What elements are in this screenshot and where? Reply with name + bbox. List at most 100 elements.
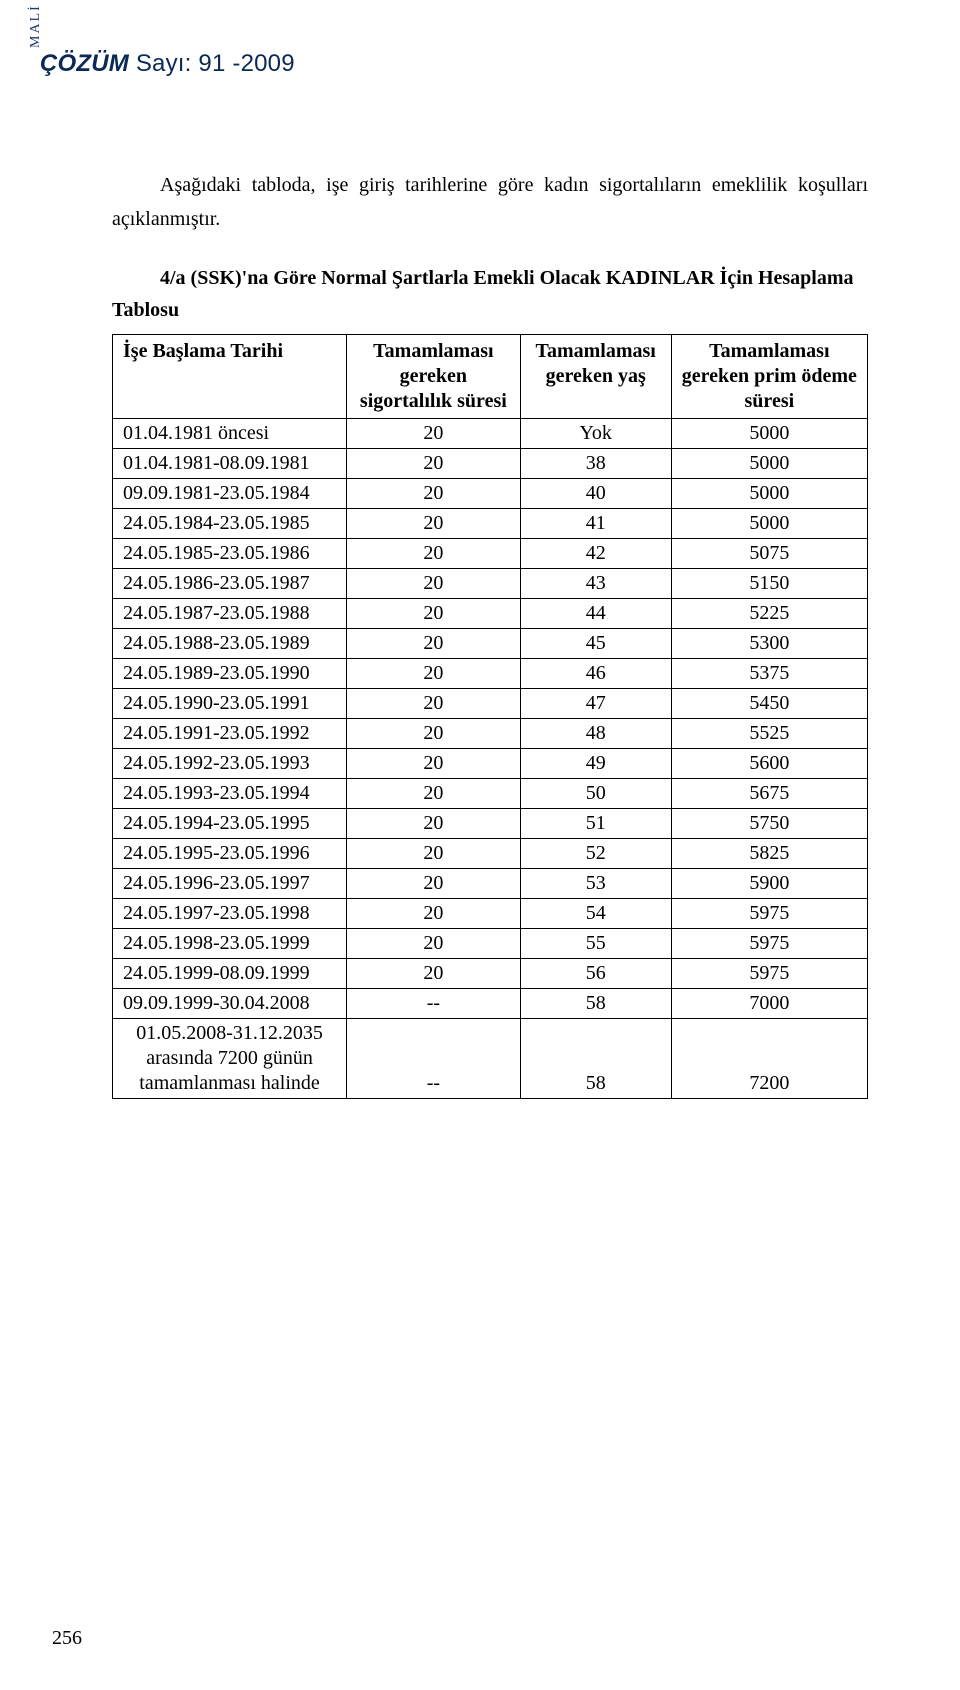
table-row-last: 01.05.2008-31.12.2035arasında 7200 günün… <box>113 1019 868 1099</box>
cell-prim: 5000 <box>671 509 867 539</box>
cell-start: 01.04.1981 öncesi <box>113 419 347 449</box>
table-row: 24.05.1990-23.05.199120475450 <box>113 689 868 719</box>
table-body: 01.04.1981 öncesi20Yok500001.04.1981-08.… <box>113 419 868 1099</box>
cell-yas: 58 <box>520 1019 671 1099</box>
table-row: 09.09.1999-30.04.2008--587000 <box>113 989 868 1019</box>
document-page: MALİ ÇÖZÜM Sayı: 91 -2009 Aşağıdaki tabl… <box>0 0 960 1139</box>
cell-yas: 54 <box>520 899 671 929</box>
cell-prim: 5075 <box>671 539 867 569</box>
cell-yas: 42 <box>520 539 671 569</box>
cell-yas: 44 <box>520 599 671 629</box>
cell-sig: 20 <box>347 659 521 689</box>
cell-sig: 20 <box>347 749 521 779</box>
th-yas: Tamamlaması gereken yaş <box>520 335 671 419</box>
cell-sig: 20 <box>347 809 521 839</box>
cell-start: 24.05.1994-23.05.1995 <box>113 809 347 839</box>
cell-sig: -- <box>347 1019 521 1099</box>
table-row: 24.05.1992-23.05.199320495600 <box>113 749 868 779</box>
cell-sig: 20 <box>347 539 521 569</box>
cell-start: 01.04.1981-08.09.1981 <box>113 449 347 479</box>
table-header-row: İşe Başlama Tarihi Tamamlaması gereken s… <box>113 335 868 419</box>
cell-prim: 5600 <box>671 749 867 779</box>
cell-yas: 52 <box>520 839 671 869</box>
cell-sig: 20 <box>347 419 521 449</box>
cell-start: 24.05.1997-23.05.1998 <box>113 899 347 929</box>
table-row: 24.05.1985-23.05.198620425075 <box>113 539 868 569</box>
cell-yas: 58 <box>520 989 671 1019</box>
cell-yas: 49 <box>520 749 671 779</box>
cell-start: 24.05.1987-23.05.1988 <box>113 599 347 629</box>
cell-start: 24.05.1990-23.05.1991 <box>113 689 347 719</box>
page-header: ÇÖZÜM Sayı: 91 -2009 <box>40 50 868 78</box>
cell-yas: 41 <box>520 509 671 539</box>
table-row: 24.05.1984-23.05.198520415000 <box>113 509 868 539</box>
cell-sig: 20 <box>347 689 521 719</box>
th-sig: Tamamlaması gereken sigortalılık süresi <box>347 335 521 419</box>
mali-label-vertical: MALİ <box>28 4 44 48</box>
cell-prim: 5975 <box>671 929 867 959</box>
cell-prim: 5375 <box>671 659 867 689</box>
th-start: İşe Başlama Tarihi <box>113 335 347 419</box>
cell-sig: 20 <box>347 509 521 539</box>
cell-prim: 5225 <box>671 599 867 629</box>
cell-yas: 51 <box>520 809 671 839</box>
table-row: 24.05.1997-23.05.199820545975 <box>113 899 868 929</box>
cell-yas: 55 <box>520 929 671 959</box>
cell-start: 24.05.1986-23.05.1987 <box>113 569 347 599</box>
table-row: 24.05.1988-23.05.198920455300 <box>113 629 868 659</box>
cell-sig: 20 <box>347 599 521 629</box>
th-prim: Tamamlaması gereken prim ödeme süresi <box>671 335 867 419</box>
cell-prim: 7000 <box>671 989 867 1019</box>
cell-sig: 20 <box>347 899 521 929</box>
cell-start: 24.05.1991-23.05.1992 <box>113 719 347 749</box>
cell-start: 24.05.1996-23.05.1997 <box>113 869 347 899</box>
cell-prim: 5000 <box>671 419 867 449</box>
cell-prim: 5675 <box>671 779 867 809</box>
cell-prim: 5975 <box>671 959 867 989</box>
cell-yas: Yok <box>520 419 671 449</box>
cell-prim: 7200 <box>671 1019 867 1099</box>
table-row: 24.05.1994-23.05.199520515750 <box>113 809 868 839</box>
cell-sig: 20 <box>347 629 521 659</box>
cell-sig: 20 <box>347 959 521 989</box>
cell-sig: 20 <box>347 449 521 479</box>
cell-sig: 20 <box>347 929 521 959</box>
cell-yas: 40 <box>520 479 671 509</box>
cell-prim: 5525 <box>671 719 867 749</box>
cell-sig: 20 <box>347 719 521 749</box>
table-row: 24.05.1989-23.05.199020465375 <box>113 659 868 689</box>
cell-start: 09.09.1981-23.05.1984 <box>113 479 347 509</box>
cell-start-multiline: 01.05.2008-31.12.2035arasında 7200 günün… <box>113 1019 347 1099</box>
cell-start: 24.05.1993-23.05.1994 <box>113 779 347 809</box>
kadinlar-hesaplama-table: İşe Başlama Tarihi Tamamlaması gereken s… <box>112 334 868 1099</box>
table-row: 24.05.1999-08.09.199920565975 <box>113 959 868 989</box>
intro-paragraph: Aşağıdaki tabloda, işe giriş tarihlerine… <box>112 168 868 236</box>
cell-yas: 45 <box>520 629 671 659</box>
cell-start: 24.05.1995-23.05.1996 <box>113 839 347 869</box>
cell-start: 24.05.1985-23.05.1986 <box>113 539 347 569</box>
cell-yas: 46 <box>520 659 671 689</box>
cell-prim: 5300 <box>671 629 867 659</box>
table-row: 24.05.1995-23.05.199620525825 <box>113 839 868 869</box>
cell-prim: 5825 <box>671 839 867 869</box>
cell-prim: 5975 <box>671 899 867 929</box>
cell-sig: 20 <box>347 779 521 809</box>
page-number: 256 <box>52 1627 82 1650</box>
table-row: 24.05.1998-23.05.199920555975 <box>113 929 868 959</box>
header-title-rest: Sayı: 91 -2009 <box>129 50 295 77</box>
cell-prim: 5000 <box>671 449 867 479</box>
cell-yas: 43 <box>520 569 671 599</box>
table-title: 4/a (SSK)'na Göre Normal Şartlarla Emekl… <box>112 262 868 326</box>
cell-sig: 20 <box>347 479 521 509</box>
cell-prim: 5750 <box>671 809 867 839</box>
cell-start: 24.05.1992-23.05.1993 <box>113 749 347 779</box>
cell-sig: 20 <box>347 839 521 869</box>
table-row: 24.05.1986-23.05.198720435150 <box>113 569 868 599</box>
table-row: 24.05.1991-23.05.199220485525 <box>113 719 868 749</box>
cell-sig: -- <box>347 989 521 1019</box>
cell-start: 24.05.1988-23.05.1989 <box>113 629 347 659</box>
table-row: 01.04.1981 öncesi20Yok5000 <box>113 419 868 449</box>
cell-start: 24.05.1984-23.05.1985 <box>113 509 347 539</box>
cell-yas: 50 <box>520 779 671 809</box>
cell-sig: 20 <box>347 869 521 899</box>
